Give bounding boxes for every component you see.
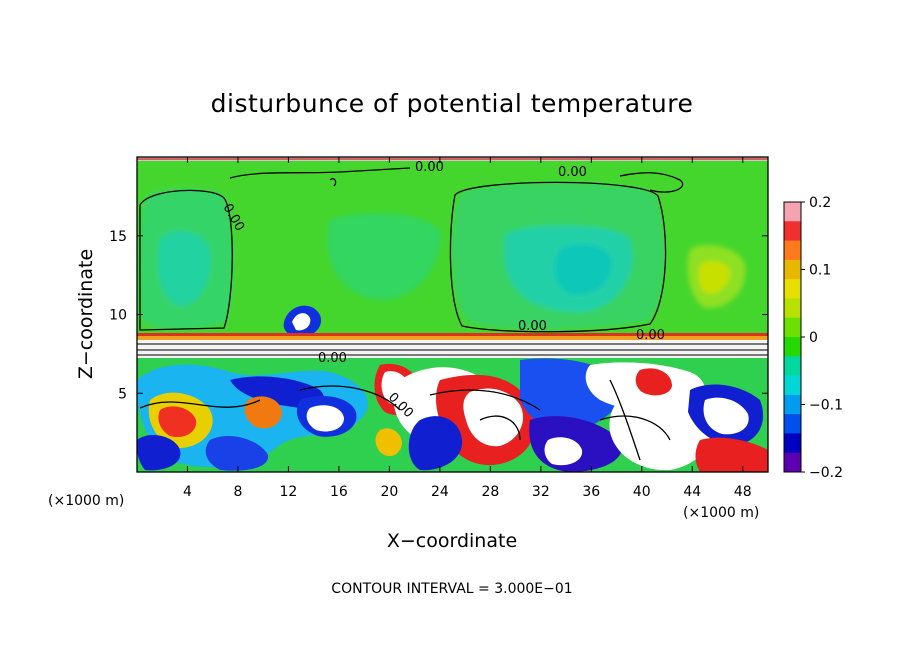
contour-label: 0.00	[558, 165, 587, 180]
lower-turbulence	[137, 358, 768, 472]
contour-label: 0.00	[518, 319, 547, 334]
colorbar-swatch	[784, 221, 801, 242]
plot-area: 0.00 0.00 0.00 0.00 0.00 0.00 0.00	[137, 157, 768, 472]
x-tick-label: 24	[431, 484, 449, 500]
contour-label: 0.00	[318, 351, 347, 366]
colorbar-swatch	[784, 394, 801, 415]
y-tick-label: 15	[109, 229, 127, 245]
x-tick-label: 48	[734, 484, 752, 500]
y-axis-ticks: 5 10 15	[109, 229, 768, 402]
colorbar-tick-label: −0.2	[809, 465, 843, 481]
x-unit-right: (×1000 m)	[683, 505, 759, 521]
x-unit-left: (×1000 m)	[48, 493, 124, 509]
colorbar-ticks: 0.2 0.1 0 −0.1 −0.2	[801, 195, 843, 481]
x-tick-label: 16	[330, 484, 348, 500]
colorbar-tick-label: 0	[809, 330, 818, 346]
x-tick-label: 40	[633, 484, 651, 500]
x-tick-label: 8	[233, 484, 242, 500]
x-tick-label: 32	[532, 484, 550, 500]
contour-label: 0.00	[636, 328, 665, 343]
colorbar-swatch	[784, 414, 801, 434]
colorbar-tick-label: 0.1	[809, 263, 831, 279]
x-tick-label: 28	[481, 484, 499, 500]
y-tick-label: 5	[118, 386, 127, 402]
x-tick-label: 12	[280, 484, 298, 500]
x-tick-label: 36	[582, 484, 600, 500]
y-tick-label: 10	[109, 308, 127, 324]
x-tick-label: 20	[380, 484, 398, 500]
colorbar-swatch	[784, 259, 801, 280]
colorbar-swatch	[784, 240, 801, 261]
chart-title: disturbunce of potential temperature	[211, 89, 694, 118]
x-axis-label: X−coordinate	[387, 530, 517, 552]
colorbar-swatch	[784, 337, 801, 357]
colorbar-swatch	[784, 202, 801, 222]
contour-interval-note: CONTOUR INTERVAL = 3.000E−01	[331, 581, 572, 597]
field-core-shapes	[138, 182, 746, 330]
x-axis-ticks: 4 8 12 16 20 24 28 32 36 40 44 48	[183, 157, 752, 500]
colorbar-swatch	[784, 298, 801, 319]
colorbar-tick-label: 0.2	[809, 195, 831, 211]
colorbar-swatch	[784, 433, 801, 454]
colorbar-swatch	[784, 375, 801, 396]
colorbar-tick-label: −0.1	[809, 398, 843, 414]
x-tick-label: 44	[683, 484, 701, 500]
colorbar-swatch	[784, 279, 801, 299]
x-tick-label: 4	[183, 484, 192, 500]
colorbar-swatch	[784, 317, 801, 338]
colorbar-swatch	[784, 452, 801, 473]
contour-lines	[139, 167, 684, 461]
y-axis-label: Z−coordinate	[75, 249, 97, 379]
colorbar	[784, 202, 801, 473]
contour-label: 0.00	[415, 160, 444, 175]
colorbar-swatch	[784, 356, 801, 377]
